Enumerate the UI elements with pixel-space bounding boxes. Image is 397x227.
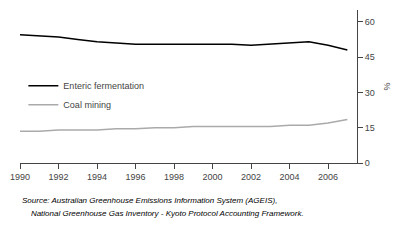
svg-text:15: 15 <box>365 123 375 133</box>
svg-text:National Greenhouse Gas Invent: National Greenhouse Gas Inventory - Kyot… <box>22 209 304 218</box>
svg-text:Source: Australian Greenhouse: Source: Australian Greenhouse Emissions … <box>22 196 277 205</box>
svg-text:2002: 2002 <box>241 172 261 182</box>
svg-text:1996: 1996 <box>126 172 146 182</box>
svg-text:%: % <box>382 82 392 90</box>
svg-text:2006: 2006 <box>318 172 338 182</box>
svg-text:1990: 1990 <box>10 172 30 182</box>
svg-text:Coal mining: Coal mining <box>63 100 111 110</box>
svg-text:2004: 2004 <box>280 172 300 182</box>
svg-text:45: 45 <box>365 52 375 62</box>
svg-text:Enteric fermentation: Enteric fermentation <box>63 81 144 91</box>
svg-text:1994: 1994 <box>87 172 107 182</box>
svg-text:1992: 1992 <box>48 172 68 182</box>
svg-text:60: 60 <box>365 17 375 27</box>
svg-text:2000: 2000 <box>203 172 223 182</box>
svg-text:0: 0 <box>365 158 370 168</box>
svg-text:30: 30 <box>365 88 375 98</box>
svg-text:1998: 1998 <box>164 172 184 182</box>
